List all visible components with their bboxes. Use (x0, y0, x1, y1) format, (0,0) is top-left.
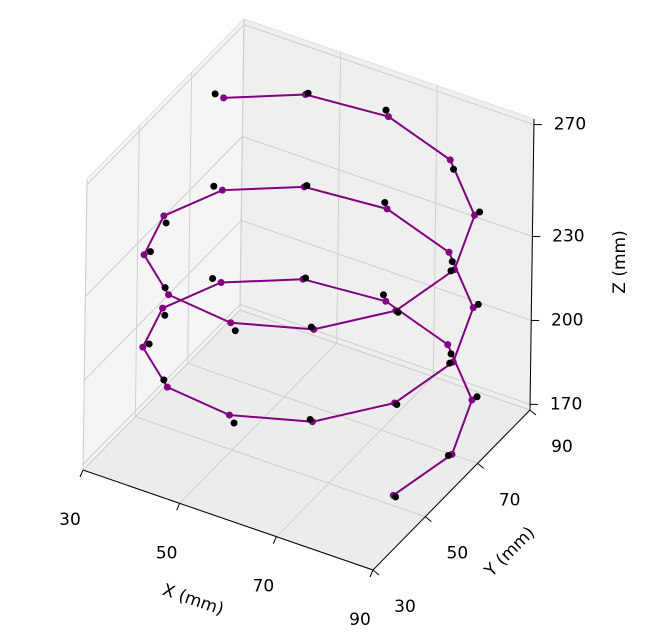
point (230, 419, 238, 427)
point (469, 304, 477, 312)
point (383, 205, 391, 213)
x-axis (82, 469, 374, 571)
y-tick (529, 409, 537, 416)
point (447, 350, 455, 358)
point (474, 300, 482, 308)
point (382, 297, 390, 305)
point (210, 182, 218, 190)
point (306, 415, 314, 423)
point (450, 165, 458, 173)
point (159, 304, 167, 312)
x-tick-label: 50 (156, 543, 178, 563)
point (476, 208, 484, 216)
point (302, 274, 310, 282)
y-axis (372, 409, 531, 571)
point (160, 376, 168, 384)
point (217, 279, 225, 287)
grid-line (82, 178, 88, 471)
y-tick-label: 50 (447, 544, 469, 564)
grid-line (83, 220, 242, 381)
point (394, 308, 402, 316)
point (163, 383, 171, 391)
point (160, 212, 168, 220)
point (307, 323, 315, 331)
x-axis-label: X (mm) (160, 580, 226, 620)
x-tick-label: 90 (349, 610, 371, 630)
z-axis-label: Z (mm) (610, 230, 630, 293)
grid-line (432, 85, 438, 377)
z-tick-label: 270 (554, 115, 586, 135)
point (220, 94, 228, 102)
point (444, 341, 452, 349)
point (209, 275, 217, 283)
point (218, 186, 226, 194)
grid-line (243, 24, 535, 126)
point (448, 258, 456, 266)
grid-line (187, 362, 478, 464)
z-tick-label: 200 (551, 310, 583, 330)
point (444, 452, 452, 460)
x-tick-label: 70 (253, 577, 275, 597)
point (304, 89, 312, 97)
y-tick-label: 90 (551, 437, 573, 457)
point (446, 359, 454, 367)
x-tick-label: 30 (59, 510, 81, 530)
point (162, 219, 170, 227)
grid-line (82, 309, 241, 471)
point (447, 267, 455, 275)
z-tick-label: 230 (552, 227, 584, 247)
y-tick (477, 462, 484, 469)
grid-line (187, 72, 193, 364)
x-tick (79, 469, 84, 478)
grid-line (134, 125, 140, 417)
point (139, 343, 147, 351)
point (471, 211, 479, 219)
point (445, 248, 453, 256)
point (473, 393, 481, 401)
x-tick (176, 503, 181, 511)
point (303, 182, 311, 190)
point (227, 319, 235, 327)
point (161, 284, 169, 292)
point (225, 411, 233, 419)
point (161, 311, 169, 319)
point (468, 396, 476, 404)
grid-line (241, 219, 532, 321)
x-tick (272, 536, 277, 544)
y-tick-label: 30 (394, 597, 416, 617)
point (231, 327, 239, 335)
point (379, 291, 387, 299)
y-axis-label: Y (mm) (480, 523, 539, 582)
point (382, 106, 390, 114)
grid-line (179, 342, 338, 504)
point (392, 493, 400, 501)
point (384, 113, 392, 121)
z-tick-label: 170 (550, 394, 582, 414)
grid-line (242, 136, 533, 237)
grid-line (275, 376, 434, 538)
grid-line (86, 24, 245, 185)
grid-line (239, 303, 531, 405)
point (446, 156, 454, 164)
point (165, 291, 173, 299)
point (381, 198, 389, 206)
point (146, 248, 154, 256)
grid-line (336, 52, 342, 344)
grid-line (82, 304, 241, 465)
y-tick (425, 516, 432, 523)
z-axis (529, 118, 535, 411)
grid-line (135, 416, 426, 518)
point (145, 340, 153, 348)
y-tick-label: 70 (499, 490, 521, 510)
x-tick (369, 569, 374, 578)
point (393, 401, 401, 409)
y-tick (372, 569, 380, 576)
point (140, 251, 148, 259)
point (211, 90, 219, 98)
grid-line (239, 18, 245, 311)
